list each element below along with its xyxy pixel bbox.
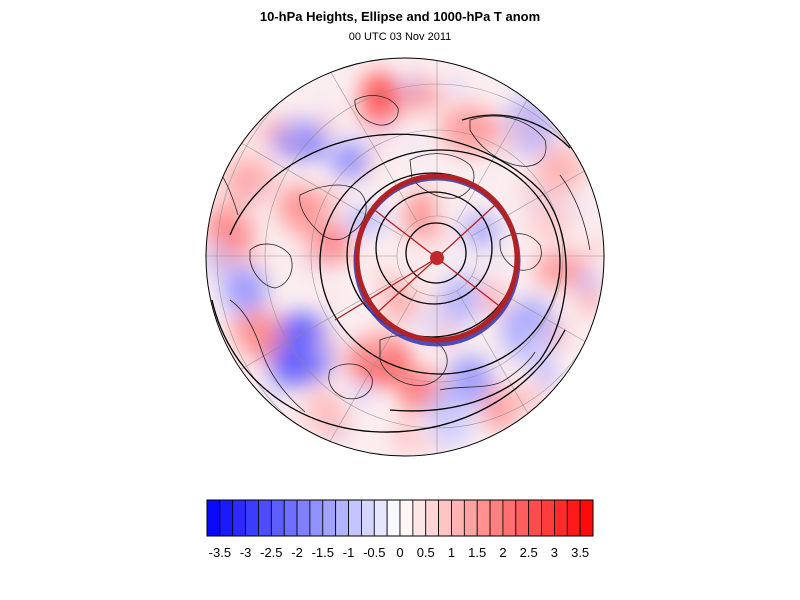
colorbar-box <box>219 499 234 537</box>
colorbar-box <box>258 499 272 537</box>
colorbar-tick-label: -0.5 <box>363 545 385 560</box>
colorbar-tick-label: -1 <box>343 545 355 560</box>
colorbar-box <box>270 499 285 537</box>
colorbar-box <box>373 499 388 537</box>
colorbar-box <box>283 499 298 537</box>
colorbar-box <box>463 499 478 537</box>
colorbar-box <box>412 499 427 537</box>
colorbar-tick-label: 3.5 <box>571 545 589 560</box>
vortex-ellipse <box>334 173 521 347</box>
colorbar-boxes <box>206 499 594 537</box>
colorbar-tick-label: 2.5 <box>520 545 538 560</box>
colorbar-box <box>451 499 465 537</box>
colorbar-tick-label: 0 <box>396 545 403 560</box>
colorbar-box <box>438 499 452 537</box>
colorbar-box <box>335 499 349 537</box>
colorbar-tick-label: -2.5 <box>260 545 282 560</box>
map-subtitle: 00 UTC 03 Nov 2011 <box>348 31 452 43</box>
colorbar-box <box>489 499 504 537</box>
colorbar-tick-label: 3 <box>551 545 558 560</box>
colorbar-box <box>502 499 517 537</box>
colorbar-tick-label: 2 <box>499 545 506 560</box>
colorbar-box <box>476 499 491 537</box>
colorbar-frame <box>206 499 594 537</box>
colorbar-box <box>528 499 542 537</box>
colorbar-box <box>386 499 401 537</box>
colorbar-box <box>425 499 440 537</box>
colorbar-box <box>348 499 362 537</box>
colorbar-box <box>296 499 311 537</box>
colorbar-tick-label: -3.5 <box>209 545 231 560</box>
colorbar-box <box>541 499 555 537</box>
colorbar-box <box>309 499 324 537</box>
colorbar-tick-label: -3 <box>240 545 252 560</box>
colorbar-tick-label: 0.5 <box>417 545 435 560</box>
map-border <box>205 57 605 457</box>
colorbar-tick-label: -2 <box>291 545 303 560</box>
height-contours <box>211 114 571 433</box>
map-title: 10-hPa Heights, Ellipse and 1000-hPa T a… <box>259 9 541 24</box>
colorbar-box <box>399 499 414 537</box>
colorbar-tick-labels: -3.5 -3 -2.5 -2 -1.5 -1 -0.5 0 0.5 1 1.5 2 2.5 3 3.5 <box>209 545 590 560</box>
colorbar-tick-label: -1.5 <box>312 545 334 560</box>
colorbar-box <box>206 499 221 537</box>
colorbar-box <box>515 499 530 537</box>
coastlines <box>209 95 591 413</box>
vortex-center-marker <box>430 251 444 265</box>
colorbar-box <box>322 499 337 537</box>
colorbar-box <box>579 499 594 537</box>
colorbar-box <box>232 499 247 537</box>
colorbar-tick-label: 1 <box>448 545 455 560</box>
colorbar-box <box>360 499 375 537</box>
colorbar-box <box>554 499 568 537</box>
colorbar-tick-label: 1.5 <box>468 545 486 560</box>
colorbar-box <box>566 499 581 537</box>
colorbar-box <box>245 499 259 537</box>
